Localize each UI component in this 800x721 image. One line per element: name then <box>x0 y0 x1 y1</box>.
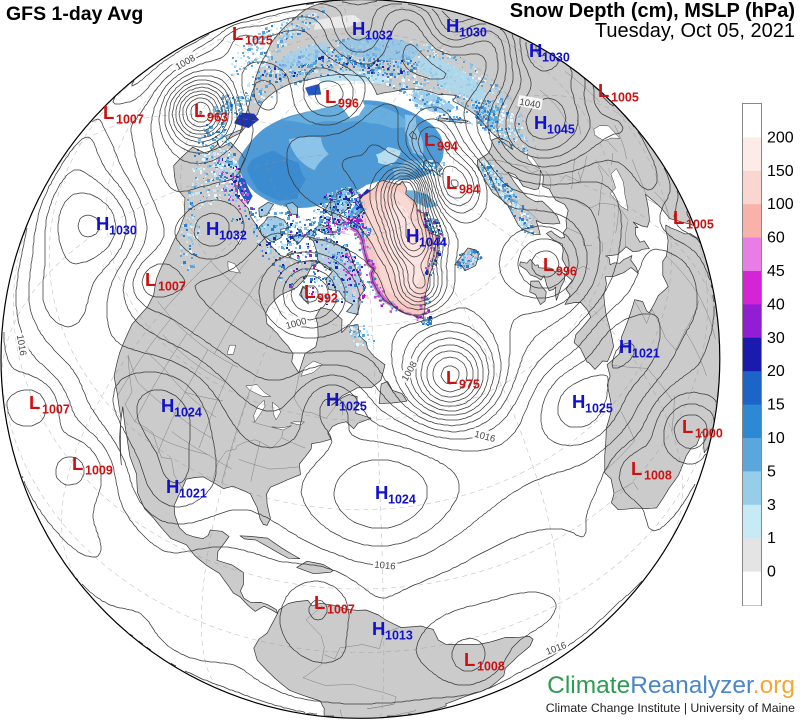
svg-text:1007: 1007 <box>327 603 355 617</box>
svg-text:H: H <box>529 40 542 61</box>
svg-text:L: L <box>145 269 156 290</box>
svg-text:L: L <box>424 129 435 150</box>
svg-text:H: H <box>446 15 459 36</box>
svg-text:1032: 1032 <box>219 229 247 243</box>
svg-text:15: 15 <box>767 397 785 414</box>
svg-text:1005: 1005 <box>686 218 714 232</box>
svg-text:L: L <box>464 649 475 670</box>
svg-text:1016: 1016 <box>473 429 496 445</box>
svg-text:H: H <box>326 389 339 410</box>
svg-text:L: L <box>103 102 114 123</box>
svg-text:1044: 1044 <box>419 236 447 250</box>
svg-text:1009: 1009 <box>85 464 113 478</box>
svg-text:1024: 1024 <box>388 493 416 507</box>
svg-text:996: 996 <box>556 265 577 279</box>
svg-text:1008: 1008 <box>644 469 672 483</box>
svg-text:L: L <box>194 100 205 121</box>
svg-text:H: H <box>352 18 365 39</box>
svg-text:1016: 1016 <box>14 334 29 357</box>
svg-text:963: 963 <box>207 111 228 125</box>
svg-text:1007: 1007 <box>116 113 144 127</box>
svg-text:1000: 1000 <box>285 316 308 332</box>
svg-text:L: L <box>29 392 40 413</box>
svg-text:1005: 1005 <box>611 91 639 105</box>
svg-text:5: 5 <box>767 463 776 480</box>
svg-text:H: H <box>534 112 547 133</box>
svg-text:1030: 1030 <box>109 224 137 238</box>
svg-text:1015: 1015 <box>245 34 273 48</box>
svg-text:H: H <box>206 218 219 239</box>
svg-text:H: H <box>406 225 419 246</box>
svg-text:975: 975 <box>459 378 480 392</box>
svg-text:984: 984 <box>459 183 480 197</box>
svg-text:996: 996 <box>338 97 359 111</box>
svg-text:H: H <box>619 336 632 357</box>
svg-text:L: L <box>598 80 609 101</box>
svg-text:L: L <box>631 458 642 479</box>
svg-text:H: H <box>372 618 385 639</box>
svg-text:L: L <box>325 86 336 107</box>
svg-text:200: 200 <box>767 129 794 146</box>
svg-text:L: L <box>304 281 315 302</box>
svg-text:30: 30 <box>767 330 785 347</box>
svg-text:L: L <box>673 207 684 228</box>
svg-text:20: 20 <box>767 363 785 380</box>
svg-text:1045: 1045 <box>547 123 575 137</box>
svg-text:994: 994 <box>437 140 458 154</box>
svg-text:992: 992 <box>317 292 338 306</box>
svg-text:1008: 1008 <box>477 660 505 674</box>
svg-text:150: 150 <box>767 163 794 180</box>
svg-text:1007: 1007 <box>158 280 186 294</box>
svg-text:1000: 1000 <box>695 427 723 441</box>
svg-text:1032: 1032 <box>365 29 393 43</box>
svg-text:0: 0 <box>767 564 776 581</box>
svg-text:H: H <box>161 395 174 416</box>
svg-text:L: L <box>232 23 243 44</box>
svg-text:L: L <box>314 592 325 613</box>
svg-text:L: L <box>72 453 83 474</box>
svg-text:1024: 1024 <box>174 406 202 420</box>
svg-text:H: H <box>96 213 109 234</box>
svg-text:L: L <box>682 416 693 437</box>
svg-text:1007: 1007 <box>42 403 70 417</box>
svg-text:L: L <box>446 367 457 388</box>
svg-text:1030: 1030 <box>542 51 570 65</box>
svg-text:1025: 1025 <box>339 400 367 414</box>
svg-text:1: 1 <box>767 530 776 547</box>
svg-text:1016: 1016 <box>374 560 396 573</box>
svg-text:L: L <box>446 172 457 193</box>
svg-text:1021: 1021 <box>179 487 207 501</box>
svg-text:1040: 1040 <box>518 97 541 112</box>
svg-text:100: 100 <box>767 196 794 213</box>
svg-text:H: H <box>572 391 585 412</box>
svg-text:H: H <box>166 476 179 497</box>
svg-text:10: 10 <box>767 430 785 447</box>
svg-text:3: 3 <box>767 497 776 514</box>
svg-text:1025: 1025 <box>585 402 613 416</box>
svg-text:1021: 1021 <box>632 347 660 361</box>
svg-text:60: 60 <box>767 230 785 247</box>
svg-text:45: 45 <box>767 263 785 280</box>
svg-text:H: H <box>375 482 388 503</box>
svg-text:L: L <box>543 254 554 275</box>
svg-text:40: 40 <box>767 296 785 313</box>
svg-text:1013: 1013 <box>385 629 413 643</box>
svg-text:1030: 1030 <box>459 26 487 40</box>
